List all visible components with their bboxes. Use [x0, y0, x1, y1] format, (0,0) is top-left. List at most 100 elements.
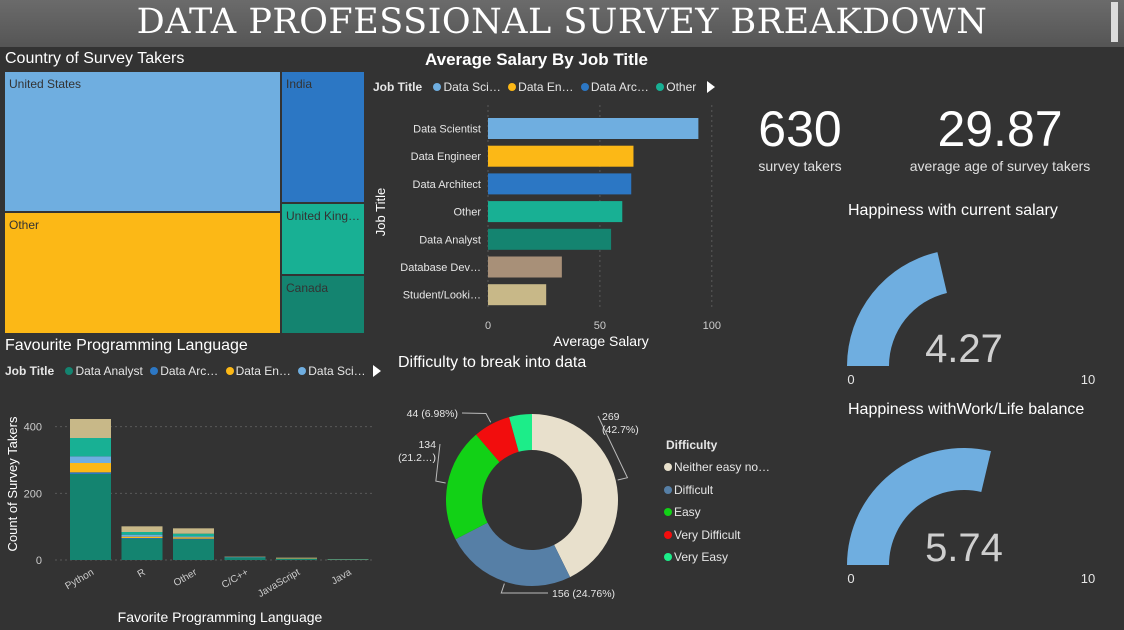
legend-item[interactable]: Very Difficult: [664, 524, 770, 547]
legend-swatch: [580, 83, 589, 91]
legend-swatch: [664, 553, 672, 561]
gauge-min-label: 0: [847, 372, 854, 387]
y-tick-label: Data Architect: [413, 179, 481, 191]
y-axis-label: Count of Survey Takers: [5, 416, 20, 551]
language-bar-segment: [276, 557, 317, 559]
salary-bar: [488, 256, 562, 278]
treemap-cell-united-states[interactable]: United States: [4, 71, 281, 212]
gauge-max-label: 10: [1081, 571, 1095, 586]
salary-chart-title: Average Salary By Job Title: [425, 50, 648, 69]
legend-swatch: [664, 463, 672, 471]
gauge-value: 5.74: [925, 526, 1003, 570]
language-bar-segment: [70, 474, 111, 560]
language-bar-segment: [327, 559, 369, 560]
legend-next-icon[interactable]: [373, 365, 381, 377]
language-chart-title: Favourite Programming Language: [5, 337, 248, 354]
legend-title: Job Title: [5, 364, 55, 378]
data-label-leader: [461, 412, 492, 423]
treemap-cell-united-kingdom[interactable]: United King…: [281, 203, 365, 275]
legend-item[interactable]: Data Sci…: [294, 364, 366, 378]
gauge-salary: 4.27 0 10: [847, 252, 1095, 387]
donut-data-label: (42.7%): [602, 424, 639, 436]
x-axis-label: Average Salary: [553, 333, 648, 349]
treemap-cell-other[interactable]: Other: [4, 212, 281, 334]
treemap-label: United States: [9, 77, 82, 91]
treemap-label: United King…: [286, 209, 361, 223]
language-bar-segment: [173, 533, 214, 537]
legend-label: Very Easy: [674, 550, 729, 564]
legend-next-icon[interactable]: [707, 81, 715, 93]
donut-data-label: 156 (24.76%): [552, 588, 615, 600]
x-tick-label: 0: [485, 320, 491, 332]
salary-bar-chart: 0 50 100 Data Scientist Data Engineer Data Ar…: [373, 105, 721, 349]
x-tick-label: C/C++: [220, 567, 251, 591]
salary-legend: Job Title Data Sci… Data En… Data Arc… O…: [373, 80, 696, 94]
gauge-fill: [847, 252, 947, 366]
y-tick-label: Database Dev…: [400, 262, 481, 274]
x-tick-label: R: [136, 567, 148, 580]
language-bar-segment: [121, 526, 163, 532]
y-tick-label: 200: [24, 488, 42, 500]
legend-item[interactable]: Data Sci…: [429, 80, 501, 94]
legend-item[interactable]: Other: [652, 80, 696, 94]
treemap-cell-india[interactable]: India: [281, 71, 365, 203]
treemap-cell-canada[interactable]: Canada: [281, 275, 365, 334]
salary-bar: [488, 201, 623, 223]
language-bar-segment: [224, 557, 266, 560]
donut-slice: [532, 414, 618, 578]
legend-item[interactable]: Neither easy no…: [664, 456, 770, 479]
legend-swatch: [225, 367, 234, 375]
language-bar-segment: [121, 538, 163, 560]
title-bar: [0, 0, 1124, 47]
legend-swatch: [664, 530, 672, 539]
language-bar-segment: [173, 528, 214, 534]
donut-slice: [446, 434, 500, 540]
gauge-worklife: 5.74 0 10: [847, 448, 1095, 586]
treemap-label: Canada: [286, 281, 329, 295]
salary-bar: [488, 173, 632, 195]
language-bar-segment: [121, 534, 163, 537]
legend-item[interactable]: Data En…: [504, 80, 574, 94]
donut-title: Difficulty to break into data: [398, 354, 587, 371]
legend-label: Easy: [674, 505, 701, 519]
legend-label: Data Sci…: [308, 364, 366, 378]
legend-item[interactable]: Data En…: [222, 364, 291, 378]
language-bar-segment: [121, 538, 163, 539]
x-tick-label: 100: [703, 320, 721, 332]
donut-data-label: 269: [602, 411, 620, 423]
legend-item[interactable]: Very Easy: [664, 546, 770, 569]
legend-label: Data Arc…: [590, 80, 649, 94]
legend-item[interactable]: Data Analyst: [61, 364, 143, 378]
difficulty-donut: 269(42.7%) 156 (24.76%) 134(21.2…) 44 (6.98…: [398, 408, 639, 600]
salary-bar: [488, 228, 612, 250]
y-tick-label: Data Engineer: [411, 151, 482, 163]
kpi-survey-count: 630: [758, 101, 842, 157]
legend-swatch: [298, 367, 307, 375]
gauge-value: 4.27: [925, 327, 1003, 371]
language-bar-segment: [70, 463, 111, 473]
legend-item[interactable]: Data Arc…: [146, 364, 218, 378]
language-bar-segment: [121, 532, 163, 535]
language-bar-segment: [121, 536, 163, 538]
legend-label: Data Sci…: [443, 80, 501, 94]
legend-swatch: [65, 367, 74, 375]
scrollbar-thumb[interactable]: [1111, 2, 1118, 42]
x-tick-label: JavaScript: [256, 567, 302, 600]
legend-item[interactable]: Difficult: [664, 479, 770, 502]
gauge-min-label: 0: [847, 571, 854, 586]
language-bar-segment: [70, 472, 111, 474]
language-bar-segment: [70, 419, 111, 438]
language-bar-chart: 0 200 400 Python R Other C/C++ JavaScript Java Fa…: [5, 416, 375, 625]
treemap-title: Country of Survey Takers: [5, 50, 185, 67]
x-tick-label: Python: [64, 567, 96, 592]
donut-legend-title: Difficulty: [666, 438, 718, 452]
salary-bar: [488, 118, 699, 139]
y-axis-label: Job Title: [373, 188, 388, 236]
legend-item[interactable]: Data Arc…: [577, 80, 649, 94]
legend-item[interactable]: Easy: [664, 501, 770, 524]
treemap-chart: United States India United King… Other C…: [4, 71, 365, 334]
data-label-leader: [435, 443, 446, 484]
language-bar-segment: [70, 456, 111, 463]
language-bar-segment: [173, 539, 214, 560]
legend-swatch: [664, 485, 672, 494]
